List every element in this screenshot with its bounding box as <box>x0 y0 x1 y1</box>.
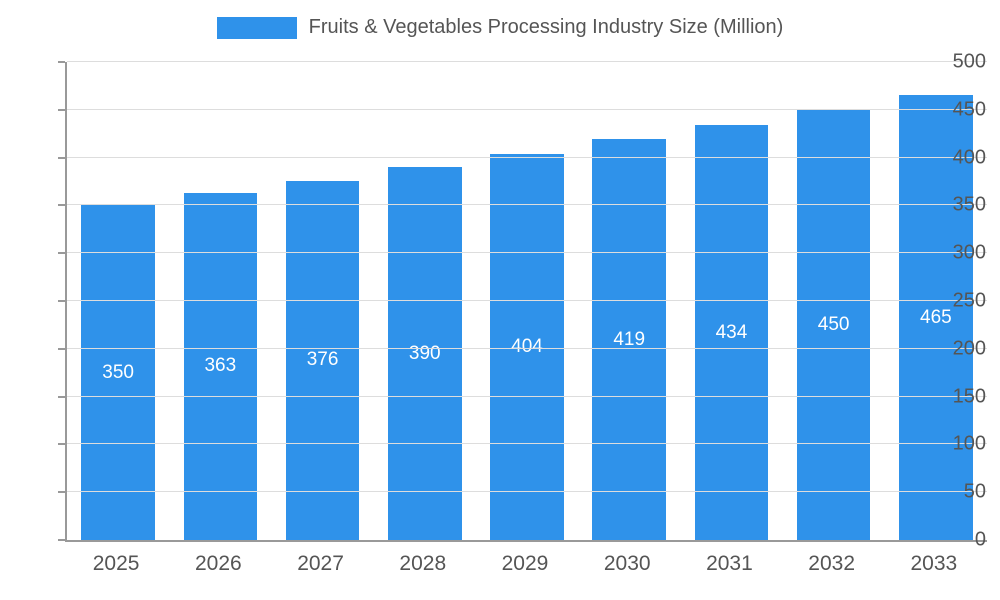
y-tick-label: 0 <box>974 528 986 551</box>
x-tick-label: 2025 <box>92 552 140 575</box>
bar-value-label: 376 <box>306 349 339 371</box>
bar: 363 <box>183 192 258 540</box>
bar-value-label: 450 <box>817 313 850 335</box>
bar-value-label: 434 <box>715 321 748 343</box>
y-tick-label: 400 <box>952 146 986 169</box>
y-axis-tick <box>58 61 65 63</box>
x-tick-label: 2026 <box>194 552 242 575</box>
bar: 390 <box>387 167 462 540</box>
x-tick-label: 2028 <box>399 552 447 575</box>
y-axis-tick <box>58 395 65 398</box>
x-tick-label: 2033 <box>910 552 958 575</box>
y-axis-tick <box>58 491 65 494</box>
bar-slot: 434 <box>680 62 782 540</box>
y-axis-tick <box>58 252 65 255</box>
x-tick-label: 2027 <box>297 552 344 575</box>
bar: 404 <box>490 153 564 540</box>
gridline <box>67 108 987 110</box>
gridline <box>67 347 987 349</box>
y-tick-label: 500 <box>952 50 986 73</box>
bar: 419 <box>592 139 666 540</box>
y-tick-label: 150 <box>952 385 986 408</box>
y-axis-tick <box>58 156 65 159</box>
y-axis-tick <box>58 443 65 446</box>
bar-slot: 450 <box>783 62 885 540</box>
bar-slot: 390 <box>374 62 476 540</box>
bar: 376 <box>285 180 360 540</box>
y-axis-tick <box>58 204 65 207</box>
bar-slot: 404 <box>476 62 578 540</box>
y-axis-tick <box>58 347 65 350</box>
x-axis: 2025 2026 2027 2028 2029 2030 2031 2032 2033 <box>65 552 985 576</box>
y-tick-label: 450 <box>952 98 986 121</box>
y-tick-label: 350 <box>952 193 986 216</box>
gridline <box>67 156 987 158</box>
bar-slot: 419 <box>578 62 680 540</box>
bar-value-label: 363 <box>204 355 237 377</box>
gridline <box>67 300 987 301</box>
y-axis-tick <box>58 539 65 541</box>
legend-swatch <box>216 16 297 39</box>
y-tick-label: 50 <box>963 480 986 503</box>
bar: 350 <box>81 205 155 540</box>
y-tick-label: 200 <box>952 337 986 360</box>
x-tick-label: 2029 <box>501 552 549 575</box>
bar-slot: 363 <box>169 62 271 540</box>
chart-title: Fruits & Vegetables Processing Industry … <box>308 16 784 38</box>
gridline <box>67 491 987 493</box>
gridline <box>67 443 987 445</box>
x-tick-label: 2031 <box>706 552 753 575</box>
bar-value-label: 465 <box>920 306 952 328</box>
y-tick-label: 250 <box>952 289 986 312</box>
legend: Fruits & Vegetables Processing Industry … <box>0 16 1000 39</box>
bar: 465 <box>899 95 973 540</box>
gridline <box>67 252 987 254</box>
bar-slot: 350 <box>67 62 169 540</box>
bar: 450 <box>796 109 871 540</box>
x-tick-label: 2032 <box>808 552 855 575</box>
bar-slot: 376 <box>271 62 373 540</box>
bars-container: 350 363 376 390 404 419 434 450 465 <box>67 62 987 540</box>
gridline <box>67 204 987 206</box>
bar-value-label: 419 <box>613 328 646 350</box>
y-axis-tick <box>58 300 65 302</box>
gridline <box>67 395 987 397</box>
x-tick-label: 2030 <box>603 552 651 575</box>
y-tick-label: 300 <box>952 241 986 264</box>
plot-area: 350 363 376 390 404 419 434 450 465 <box>58 61 987 542</box>
bar-value-label: 390 <box>408 342 441 364</box>
gridline <box>67 61 987 62</box>
bar-value-label: 350 <box>102 361 134 383</box>
y-axis-tick <box>58 108 65 111</box>
bar: 434 <box>694 125 769 540</box>
bar-slot: 465 <box>885 62 987 540</box>
y-tick-label: 100 <box>952 432 986 455</box>
bar-value-label: 404 <box>511 335 543 357</box>
